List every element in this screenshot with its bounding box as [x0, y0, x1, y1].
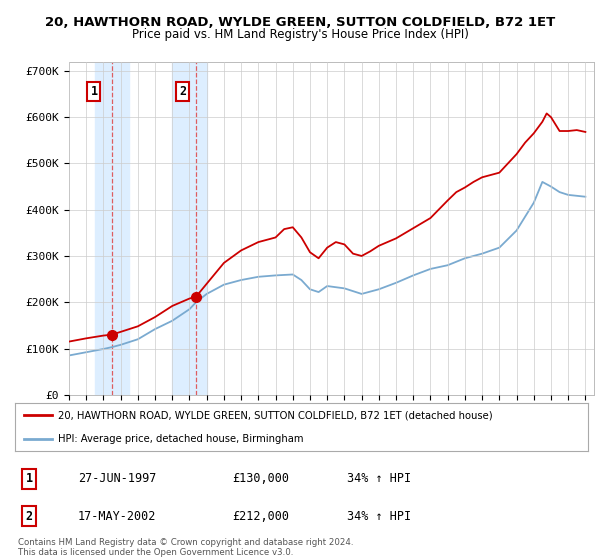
- Text: 34% ↑ HPI: 34% ↑ HPI: [347, 472, 412, 486]
- Text: Contains HM Land Registry data © Crown copyright and database right 2024.
This d: Contains HM Land Registry data © Crown c…: [18, 538, 353, 557]
- Text: £130,000: £130,000: [233, 472, 290, 486]
- Text: 1: 1: [26, 472, 33, 486]
- Text: £212,000: £212,000: [233, 510, 290, 523]
- Text: 2: 2: [179, 85, 186, 98]
- Text: 2: 2: [26, 510, 33, 523]
- Text: 17-MAY-2002: 17-MAY-2002: [78, 510, 157, 523]
- Text: 20, HAWTHORN ROAD, WYLDE GREEN, SUTTON COLDFIELD, B72 1ET (detached house): 20, HAWTHORN ROAD, WYLDE GREEN, SUTTON C…: [58, 410, 493, 420]
- Text: 1: 1: [91, 85, 98, 98]
- Text: HPI: Average price, detached house, Birmingham: HPI: Average price, detached house, Birm…: [58, 434, 304, 444]
- Text: 20, HAWTHORN ROAD, WYLDE GREEN, SUTTON COLDFIELD, B72 1ET: 20, HAWTHORN ROAD, WYLDE GREEN, SUTTON C…: [45, 16, 555, 29]
- Bar: [95, 62, 129, 395]
- Text: 27-JUN-1997: 27-JUN-1997: [78, 472, 157, 486]
- Bar: [172, 62, 207, 395]
- Text: Price paid vs. HM Land Registry's House Price Index (HPI): Price paid vs. HM Land Registry's House …: [131, 28, 469, 41]
- Text: 34% ↑ HPI: 34% ↑ HPI: [347, 510, 412, 523]
